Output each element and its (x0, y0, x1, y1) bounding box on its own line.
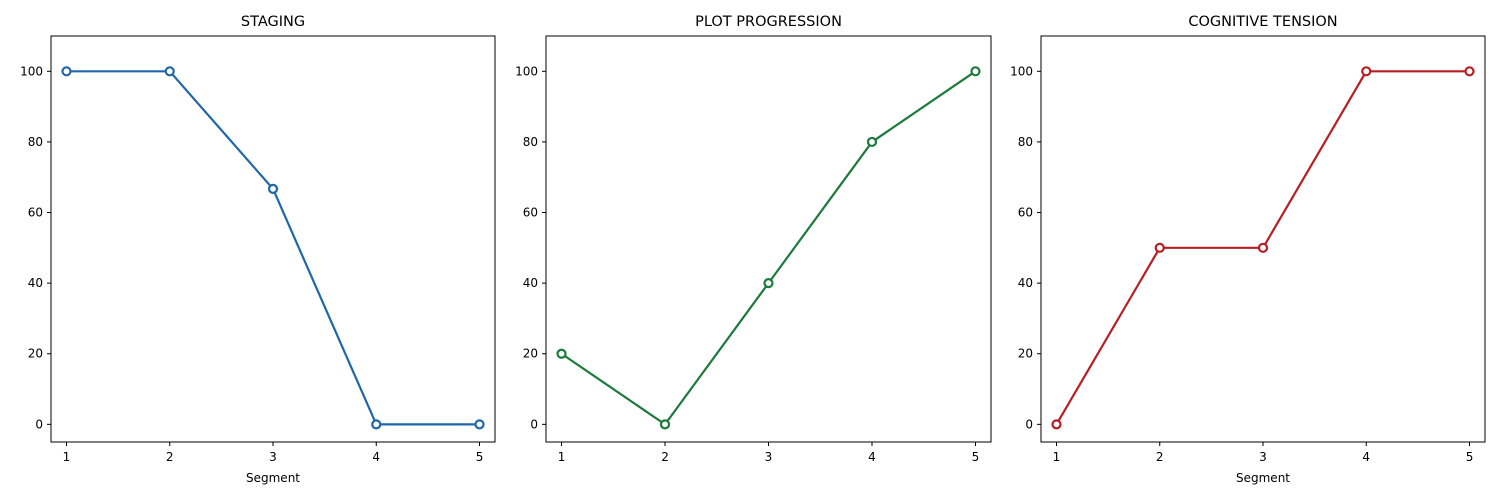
y-tick-label: 0 (35, 417, 43, 431)
chart-panel-1: STAGING 0 20 40 60 80 100 1 2 3 4 5 Segment (20, 14, 496, 485)
chart-panel-2: PLOT PROGRESSION 0 20 40 60 80 100 1 2 3 4 5 (515, 14, 992, 464)
x-tick-label: 4 (1362, 450, 1370, 464)
x-axis-label: Segment (1236, 471, 1290, 485)
chart-panel-3: COGNITIVE TENSION 0 20 40 60 80 100 1 2 3 4 5 Segmen… (1010, 14, 1486, 485)
y-tick-label: 20 (1018, 347, 1033, 361)
data-point (659, 419, 671, 430)
data-point (866, 136, 878, 148)
y-tick-label: 100 (20, 64, 43, 78)
x-tick-label: 5 (1466, 450, 1474, 464)
x-tick-label: 3 (765, 450, 773, 464)
chart-title: COGNITIVE TENSION (1188, 14, 1337, 30)
x-tick-label: 1 (558, 450, 566, 464)
y-tick-label: 40 (1018, 276, 1033, 290)
y-tick-label: 0 (530, 417, 538, 431)
data-point (1464, 66, 1475, 77)
x-tick-label: 1 (1053, 450, 1061, 464)
data-point (556, 348, 567, 359)
data-point (1154, 242, 1165, 253)
plot-area-frame (545, 35, 992, 443)
y-tick-label: 60 (523, 206, 538, 220)
y-tick-label: 20 (28, 347, 43, 361)
data-point (1051, 419, 1062, 430)
y-tick-label: 80 (1018, 135, 1033, 149)
y-tick-label: 0 (1025, 417, 1033, 431)
data-point (1361, 66, 1372, 77)
x-tick-label: 1 (63, 450, 71, 464)
x-tick-label: 2 (166, 450, 174, 464)
data-point (267, 183, 279, 194)
x-axis-label: Segment (246, 471, 300, 485)
x-tick-label: 4 (372, 450, 380, 464)
y-tick-label: 40 (523, 276, 538, 290)
series-line (65, 70, 481, 426)
y-tick-label: 40 (28, 276, 43, 290)
data-point (970, 66, 981, 77)
plot-area-frame (1040, 35, 1486, 443)
data-point (371, 419, 382, 430)
series-line (560, 70, 977, 426)
plot-area-frame (50, 35, 496, 443)
chart-title: STAGING (241, 14, 305, 30)
y-tick-label: 60 (28, 206, 43, 220)
y-tick-label: 20 (523, 347, 538, 361)
x-tick-label: 3 (1259, 450, 1267, 464)
data-point (1257, 242, 1269, 253)
y-tick-label: 80 (28, 135, 43, 149)
y-tick-label: 100 (1010, 64, 1033, 78)
y-tick-label: 80 (523, 135, 538, 149)
x-tick-label: 5 (972, 450, 980, 464)
x-tick-label: 2 (661, 450, 669, 464)
x-tick-label: 3 (269, 450, 277, 464)
data-point (474, 419, 485, 430)
y-tick-label: 60 (1018, 206, 1033, 220)
data-point (61, 66, 72, 77)
x-tick-label: 2 (1156, 450, 1164, 464)
chart-title: PLOT PROGRESSION (695, 14, 842, 30)
data-point (164, 66, 175, 77)
y-tick-label: 100 (515, 64, 538, 78)
x-tick-label: 4 (868, 450, 876, 464)
x-tick-label: 5 (476, 450, 484, 464)
data-point (763, 278, 774, 289)
